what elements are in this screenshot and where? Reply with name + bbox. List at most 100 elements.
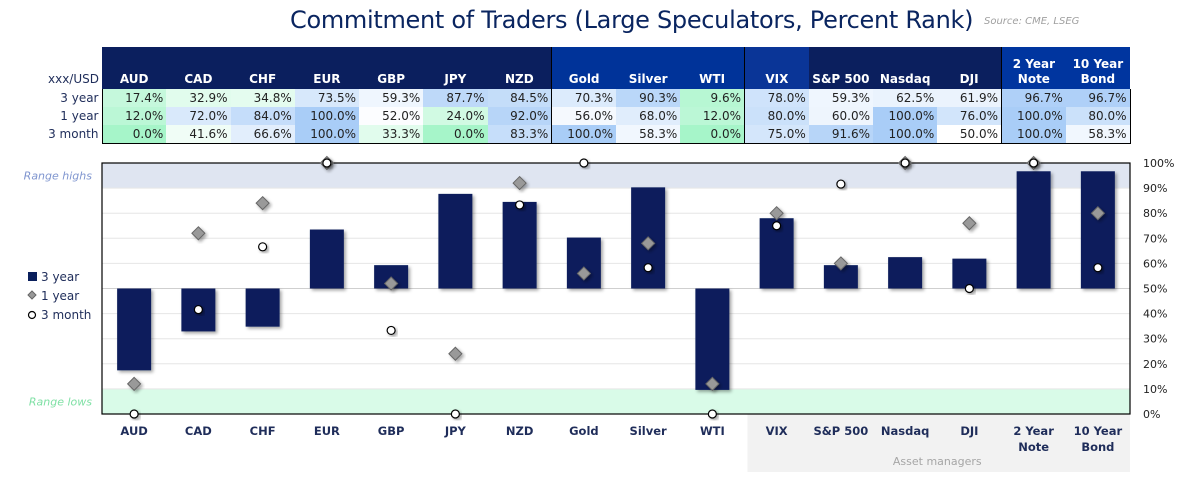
table-cell: 17.4% xyxy=(102,89,167,107)
marker-3-month xyxy=(450,409,460,419)
table-cell: 75.0% xyxy=(743,125,809,144)
table-cell: 52.0% xyxy=(359,107,424,125)
table-cell: 0.0% xyxy=(680,125,745,144)
column-header: WTI xyxy=(680,47,745,89)
bar-3-year xyxy=(245,288,280,327)
column-header: 2 Year Note xyxy=(1000,47,1066,89)
category-label: NZD xyxy=(506,424,534,438)
category-label: Bond xyxy=(1081,440,1114,454)
table-cell: 73.5% xyxy=(294,89,359,107)
category-label: CHF xyxy=(250,424,276,438)
table-row: 3 year 17.4% 32.9% 34.8% 73.5% 59.3% 87.7% 84.5… xyxy=(0,89,1131,107)
category-label: JPY xyxy=(444,424,467,438)
table-cell: 59.3% xyxy=(808,89,873,107)
table-row: 3 month 0.0% 41.6% 66.6% 100.0% 33.3% 0.0% 83.3… xyxy=(0,125,1131,144)
marker-3-month xyxy=(1029,158,1039,168)
category-label: CAD xyxy=(185,424,212,438)
column-header: CHF xyxy=(230,47,295,89)
y-tick-label: 0% xyxy=(1143,408,1160,421)
bar-3-year xyxy=(823,265,858,289)
marker-1-year xyxy=(448,346,463,361)
category-label: 2 Year xyxy=(1013,424,1054,438)
column-header: JPY xyxy=(423,47,488,89)
column-header: 10 Year Bond xyxy=(1065,47,1130,89)
table-cell: 83.3% xyxy=(487,125,552,144)
y-tick-label: 20% xyxy=(1143,358,1167,371)
column-header: DJI xyxy=(937,47,1002,89)
table-cell: 100.0% xyxy=(551,125,616,144)
table-cell: 100.0% xyxy=(873,125,938,144)
column-header: NZD xyxy=(487,47,552,89)
table-cell: 96.7% xyxy=(1000,89,1066,107)
marker-1-year xyxy=(383,276,399,291)
marker-3-month xyxy=(772,221,782,231)
marker-3-month xyxy=(836,179,846,189)
legend-square-icon xyxy=(28,272,37,281)
marker-3-month xyxy=(322,158,332,168)
marker-3-month xyxy=(515,200,525,210)
column-header: Nasdaq xyxy=(873,47,938,89)
marker-3-month xyxy=(964,283,974,294)
column-header: EUR xyxy=(294,47,359,89)
table-cell: 91.6% xyxy=(808,125,873,144)
bar-3-year xyxy=(502,201,537,289)
category-label: Silver xyxy=(630,424,667,438)
table-cell: 90.3% xyxy=(616,89,681,107)
table-cell: 33.3% xyxy=(359,125,424,144)
table-header-row: xxx/USD AUD CAD CHF EUR GBP JPY NZD Gold Silver WT… xyxy=(0,47,1130,89)
column-header: GBP xyxy=(359,47,424,89)
category-label: Note xyxy=(1018,440,1049,454)
table-cell: 100.0% xyxy=(1000,125,1066,144)
table-cell: 70.3% xyxy=(551,89,616,107)
marker-1-year xyxy=(576,266,592,281)
table-cell: 84.0% xyxy=(230,107,295,125)
table-cell: 100.0% xyxy=(294,107,359,125)
bar-3-year xyxy=(1016,171,1051,289)
legend-diamond-icon xyxy=(27,290,37,300)
table-cell: 62.5% xyxy=(873,89,938,107)
range-band-label: Range lows xyxy=(29,395,92,408)
range-band xyxy=(102,163,1130,189)
table-cell: 59.3% xyxy=(359,89,424,107)
marker-3-month xyxy=(1093,263,1103,273)
y-tick-label: 100% xyxy=(1143,157,1174,170)
table-cell: 0.0% xyxy=(102,125,167,144)
bar-3-year xyxy=(117,288,152,371)
bar-3-year xyxy=(695,288,730,390)
bar-3-year xyxy=(566,237,601,289)
marker-1-year xyxy=(640,236,656,251)
table-cell: 100.0% xyxy=(873,107,938,125)
category-label: Nasdaq xyxy=(881,424,929,438)
category-label: 10 Year xyxy=(1074,424,1123,438)
table-cell: 72.0% xyxy=(166,107,231,125)
bar-3-year xyxy=(309,229,344,289)
row-label: 3 month xyxy=(0,125,103,144)
range-band xyxy=(102,388,1130,414)
category-label: AUD xyxy=(120,424,147,438)
table-cell: 12.0% xyxy=(680,107,745,125)
category-label: S&P 500 xyxy=(814,424,869,438)
table-cell: 87.7% xyxy=(423,89,488,107)
marker-1-year xyxy=(769,205,784,221)
marker-1-year xyxy=(833,256,849,271)
table-cell: 76.0% xyxy=(937,107,1002,125)
marker-1-year xyxy=(962,216,977,231)
category-label: GBP xyxy=(378,424,405,438)
table-row: 1 year 12.0% 72.0% 84.0% 100.0% 52.0% 24.0% 92.… xyxy=(0,107,1131,125)
plot-border xyxy=(101,162,1131,415)
category-label: Gold xyxy=(569,424,599,438)
asset-managers-label: Asset managers xyxy=(893,455,982,468)
chart-title: Commitment of Traders (Large Speculators… xyxy=(290,6,974,34)
column-header: AUD xyxy=(102,47,167,89)
bar-3-year xyxy=(952,258,987,289)
legend-label: 1 year xyxy=(41,289,79,303)
marker-1-year xyxy=(255,195,270,211)
category-label: EUR xyxy=(314,424,340,438)
table-cell: 34.8% xyxy=(230,89,295,107)
y-tick-label: 60% xyxy=(1143,257,1167,270)
marker-1-year xyxy=(705,376,720,392)
marker-3-month xyxy=(258,242,268,252)
y-tick-label: 40% xyxy=(1143,308,1167,321)
